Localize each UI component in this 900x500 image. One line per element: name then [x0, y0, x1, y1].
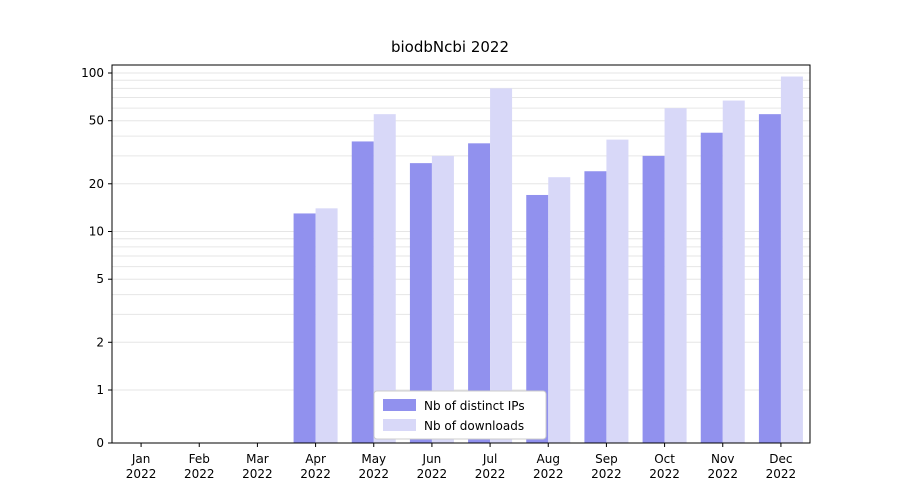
- y-tick-label: 0: [96, 436, 104, 450]
- legend-box: [373, 390, 547, 440]
- y-tick-label: 2: [96, 335, 104, 349]
- y-tick-label: 50: [89, 114, 104, 128]
- x-tick-label-month: Apr: [305, 452, 326, 466]
- bar-distinct-ips: [700, 132, 723, 444]
- bar-downloads: [780, 76, 803, 443]
- bar-downloads: [548, 177, 571, 443]
- x-tick-label-year: 2022: [533, 467, 564, 481]
- bar-distinct-ips: [468, 143, 491, 443]
- x-tick-label-month: Sep: [595, 452, 618, 466]
- x-tick-label-year: 2022: [707, 467, 738, 481]
- x-tick-label-month: Mar: [246, 452, 269, 466]
- y-tick-label: 10: [89, 225, 104, 239]
- bar-distinct-ips: [584, 171, 607, 443]
- bar-distinct-ips: [642, 155, 665, 443]
- legend-swatch: [383, 399, 416, 411]
- x-tick-label-month: May: [361, 452, 386, 466]
- x-tick-label-year: 2022: [649, 467, 680, 481]
- x-tick-label-month: Jan: [131, 452, 151, 466]
- bar-downloads: [490, 88, 513, 444]
- x-tick-label-month: Jul: [482, 452, 497, 466]
- legend-label: Nb of downloads: [424, 419, 524, 433]
- y-tick-label: 20: [89, 177, 104, 191]
- x-tick-label-month: Feb: [189, 452, 210, 466]
- x-tick-label-year: 2022: [766, 467, 797, 481]
- x-tick-label-year: 2022: [591, 467, 622, 481]
- bar-downloads: [722, 100, 745, 444]
- y-tick-label: 1: [96, 383, 104, 397]
- bar-downloads: [606, 139, 629, 443]
- bar-downloads: [373, 114, 396, 443]
- x-tick-label-year: 2022: [300, 467, 331, 481]
- x-tick-label-month: Aug: [537, 452, 560, 466]
- x-tick-label-year: 2022: [184, 467, 215, 481]
- chart-title: biodbNcbi 2022: [390, 38, 509, 56]
- x-tick-label-month: Dec: [769, 452, 792, 466]
- x-tick-label-year: 2022: [417, 467, 448, 481]
- plot-border: [111, 64, 811, 444]
- bar-distinct-ips: [409, 163, 432, 443]
- x-tick-label-month: Jun: [422, 452, 442, 466]
- x-tick-label-year: 2022: [242, 467, 273, 481]
- y-tick-label: 100: [81, 66, 104, 80]
- x-tick-label-month: Nov: [711, 452, 734, 466]
- bar-distinct-ips: [526, 194, 549, 443]
- bar-downloads: [664, 108, 687, 443]
- legend-label: Nb of distinct IPs: [424, 399, 525, 413]
- bar-distinct-ips: [758, 114, 781, 443]
- legend-swatch: [383, 419, 416, 431]
- x-tick-label-year: 2022: [475, 467, 506, 481]
- bar-distinct-ips: [293, 213, 316, 443]
- bar-downloads: [315, 208, 338, 443]
- x-tick-label-year: 2022: [358, 467, 389, 481]
- y-tick-label: 5: [96, 272, 104, 286]
- bar-distinct-ips: [351, 141, 374, 443]
- bar-downloads: [431, 155, 454, 443]
- x-tick-label-month: Oct: [654, 452, 675, 466]
- x-tick-label-year: 2022: [126, 467, 157, 481]
